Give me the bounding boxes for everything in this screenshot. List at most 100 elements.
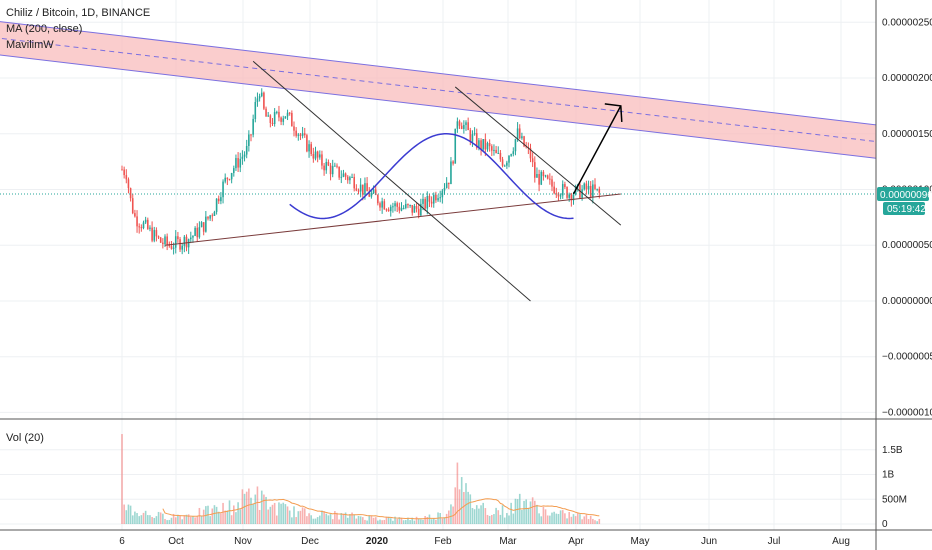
volume-bar[interactable]	[583, 516, 586, 524]
candle-body[interactable]	[202, 222, 205, 232]
volume-bar[interactable]	[134, 511, 136, 524]
volume-bar[interactable]	[428, 514, 431, 524]
candle-body[interactable]	[222, 181, 224, 198]
candle-body[interactable]	[465, 122, 467, 125]
candle-body[interactable]	[157, 236, 160, 238]
candle-body[interactable]	[482, 138, 484, 150]
volume-bar[interactable]	[527, 507, 530, 524]
volume-bar[interactable]	[215, 506, 218, 524]
volume-bar[interactable]	[185, 514, 188, 524]
volume-bar[interactable]	[415, 516, 418, 524]
channel-band[interactable]	[0, 21, 876, 159]
volume-bar[interactable]	[484, 508, 487, 524]
volume-bar[interactable]	[405, 520, 407, 524]
volume-bar[interactable]	[409, 520, 411, 524]
candle-body[interactable]	[529, 148, 532, 159]
candle-body[interactable]	[460, 125, 463, 129]
candle-body[interactable]	[521, 136, 523, 139]
legend-ma[interactable]: MA (200, close)	[6, 23, 83, 35]
volume-bar[interactable]	[301, 507, 304, 524]
volume-bar[interactable]	[243, 493, 246, 524]
candle-body[interactable]	[342, 173, 345, 177]
volume-bar[interactable]	[282, 502, 285, 524]
candle-body[interactable]	[327, 162, 330, 166]
candle-body[interactable]	[499, 152, 502, 160]
candle-body[interactable]	[441, 190, 444, 198]
volume-bar[interactable]	[213, 505, 216, 524]
volume-bar[interactable]	[271, 504, 274, 524]
candle-body[interactable]	[194, 227, 196, 236]
candle-body[interactable]	[497, 152, 500, 154]
projection-arrow-head[interactable]	[604, 103, 623, 122]
candle-body[interactable]	[370, 193, 373, 197]
candle-body[interactable]	[357, 190, 360, 192]
candle-body[interactable]	[177, 236, 179, 240]
volume-bar[interactable]	[587, 519, 590, 524]
candle-body[interactable]	[553, 186, 555, 194]
candle-body[interactable]	[491, 146, 493, 151]
volume-bar[interactable]	[577, 513, 579, 524]
candle-body[interactable]	[334, 165, 336, 167]
candle-body[interactable]	[121, 169, 123, 171]
candle-body[interactable]	[355, 188, 358, 191]
trend-line[interactable]	[164, 193, 621, 246]
candle-body[interactable]	[303, 133, 306, 136]
volume-bar[interactable]	[521, 509, 523, 524]
candle-body[interactable]	[448, 182, 450, 185]
volume-bar[interactable]	[540, 516, 543, 524]
volume-bar[interactable]	[559, 510, 562, 524]
candle-body[interactable]	[394, 203, 396, 207]
candle-body[interactable]	[271, 122, 274, 124]
candle-body[interactable]	[396, 203, 398, 207]
candle-body[interactable]	[555, 193, 558, 195]
candle-body[interactable]	[192, 235, 194, 238]
volume-bar[interactable]	[177, 514, 179, 524]
volume-bar[interactable]	[194, 517, 196, 524]
candle-body[interactable]	[284, 116, 287, 119]
volume-bar[interactable]	[327, 515, 330, 524]
candle-body[interactable]	[138, 226, 140, 228]
candle-body[interactable]	[420, 203, 422, 216]
candle-body[interactable]	[310, 144, 312, 154]
candle-body[interactable]	[353, 176, 355, 189]
candle-body[interactable]	[226, 177, 229, 180]
candle-body[interactable]	[230, 173, 233, 180]
volume-bar[interactable]	[379, 519, 381, 524]
candle-body[interactable]	[359, 184, 362, 192]
volume-bar[interactable]	[144, 510, 147, 524]
volume-bar[interactable]	[196, 516, 199, 524]
volume-bar[interactable]	[377, 520, 379, 524]
volume-bar[interactable]	[385, 517, 388, 524]
volume-bar[interactable]	[525, 499, 527, 524]
volume-bar[interactable]	[140, 515, 143, 524]
trend-line[interactable]	[454, 86, 622, 226]
volume-bar[interactable]	[516, 499, 519, 524]
candle-body[interactable]	[471, 134, 474, 142]
candle-body[interactable]	[486, 143, 489, 150]
candle-body[interactable]	[518, 128, 521, 139]
candle-body[interactable]	[585, 183, 588, 190]
candle-body[interactable]	[144, 219, 147, 223]
candle-body[interactable]	[443, 187, 446, 191]
volume-bar[interactable]	[482, 502, 484, 524]
candle-body[interactable]	[587, 185, 590, 190]
candle-body[interactable]	[172, 247, 175, 249]
candle-body[interactable]	[428, 195, 431, 202]
volume-bar[interactable]	[248, 488, 250, 524]
candle-body[interactable]	[136, 216, 138, 227]
volume-bar[interactable]	[454, 487, 457, 524]
candle-body[interactable]	[147, 219, 149, 229]
volume-bar[interactable]	[439, 513, 441, 524]
candle-body[interactable]	[379, 203, 381, 208]
candle-body[interactable]	[181, 245, 183, 250]
volume-bar[interactable]	[136, 513, 138, 524]
volume-bar[interactable]	[564, 513, 566, 524]
volume-bar[interactable]	[349, 514, 351, 524]
candle-body[interactable]	[323, 165, 325, 171]
volume-bar[interactable]	[284, 504, 287, 524]
candle-body[interactable]	[364, 183, 366, 195]
volume-bar[interactable]	[245, 491, 248, 524]
volume-bar[interactable]	[159, 512, 162, 524]
volume-bar[interactable]	[319, 515, 321, 524]
candle-body[interactable]	[248, 134, 250, 146]
